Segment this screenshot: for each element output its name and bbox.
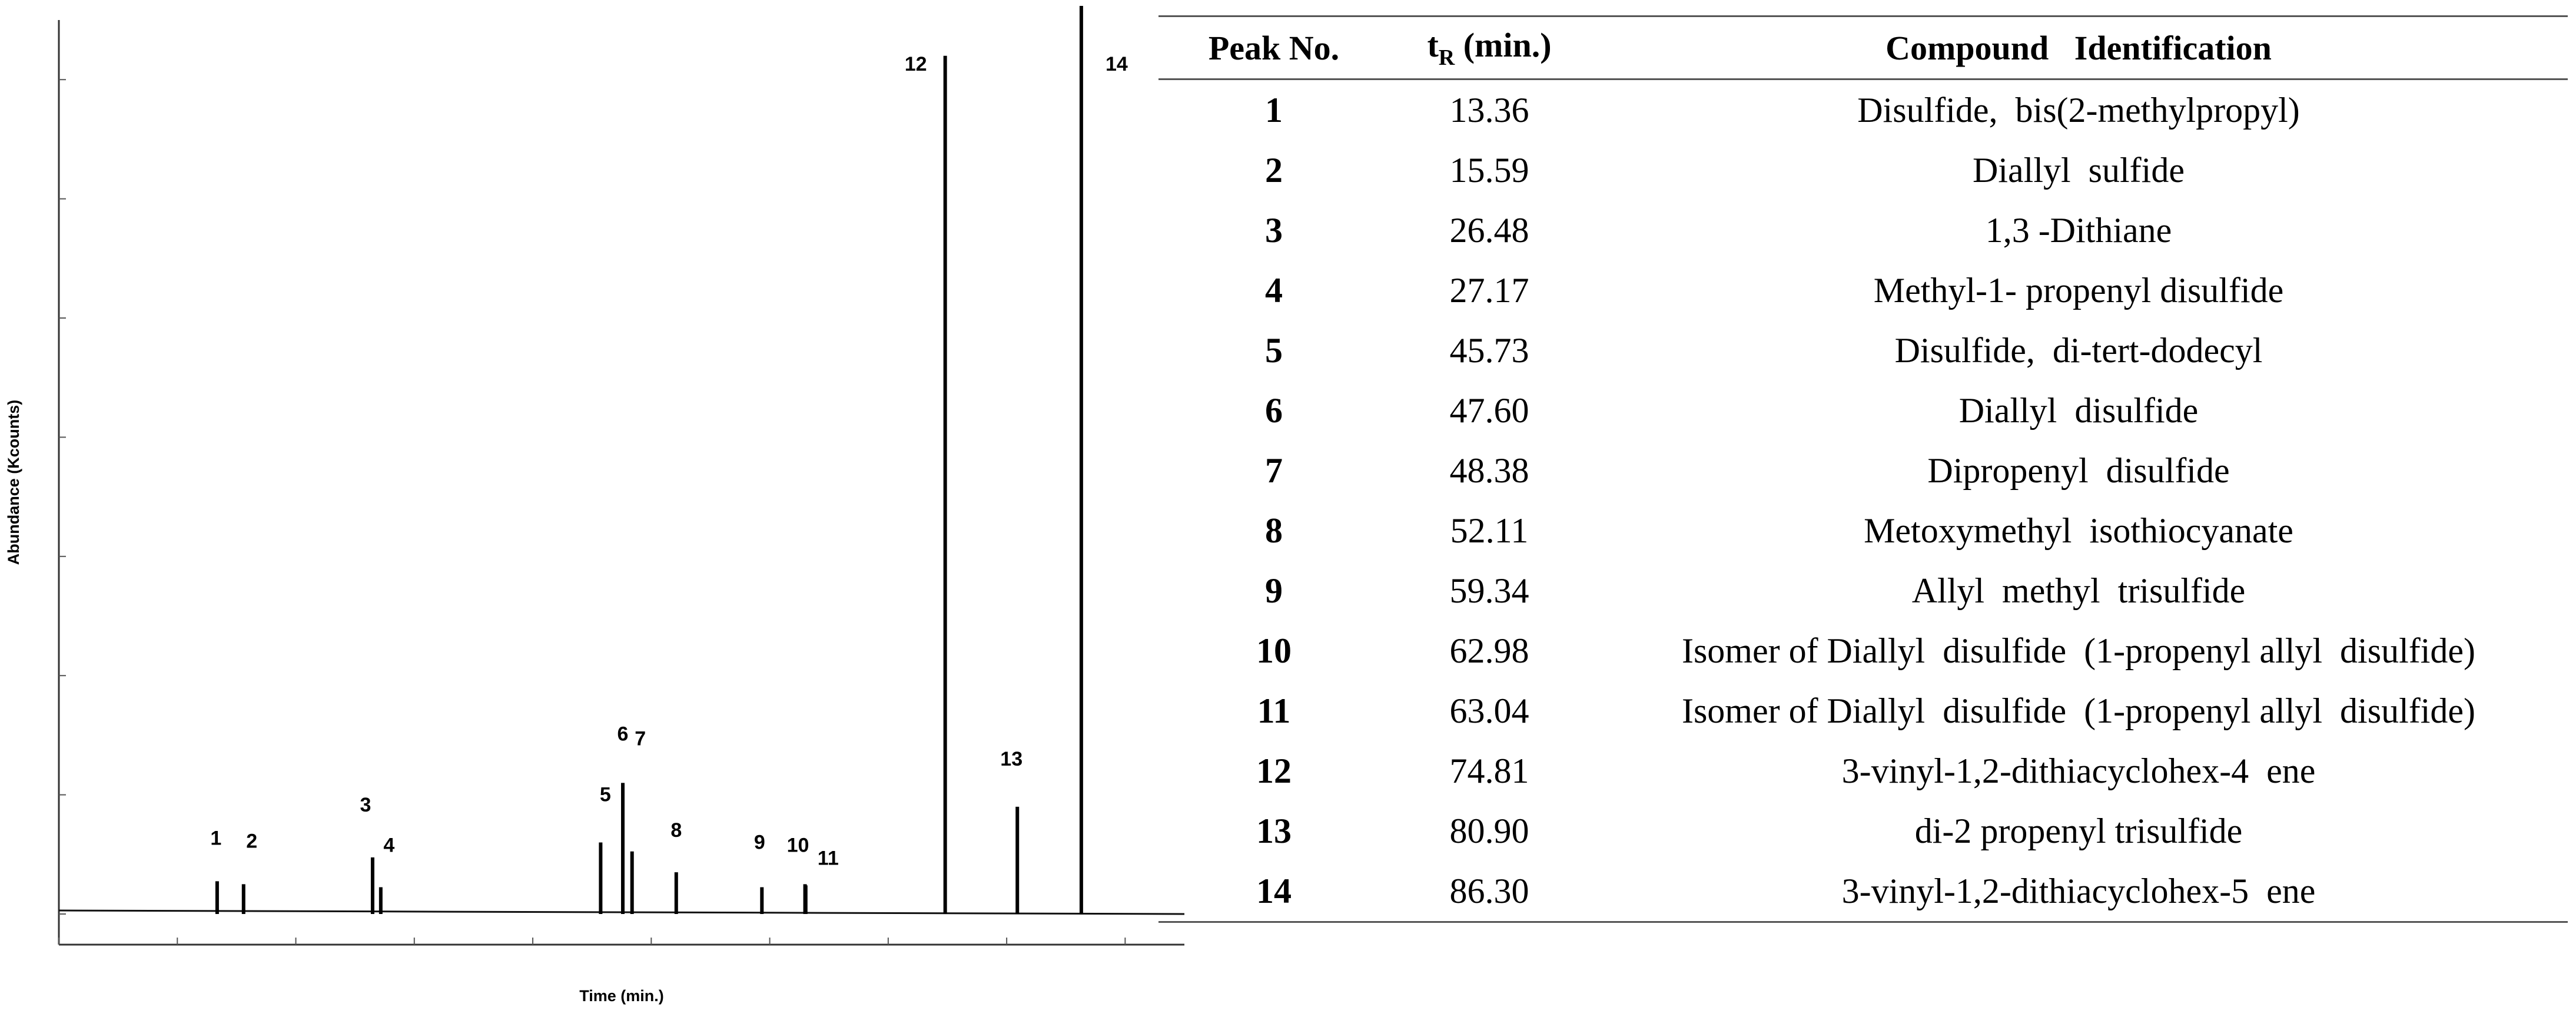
compound-name-cell: Disulfide, bis(2-methylpropyl) xyxy=(1857,90,2300,130)
compound-table-panel: Peak No. tR (min.) Compound Identificati… xyxy=(1158,15,2568,923)
table-row: 7 48.38 Dipropenyl disulfide xyxy=(1158,441,2568,501)
peak-label: 2 xyxy=(246,830,257,852)
peak-number-cell: 8 xyxy=(1265,511,1283,550)
retention-time-cell: 27.17 xyxy=(1449,270,1529,310)
table-row: 11 63.04 Isomer of Diallyl disulfide (1-pr… xyxy=(1158,681,2568,741)
header-rt-subscript: R xyxy=(1438,45,1455,70)
peak-number-cell: 14 xyxy=(1158,861,1389,923)
compound-name-cell: di-2 propenyl trisulfide xyxy=(1914,811,2243,850)
compound-name-cell: Diallyl sulfide xyxy=(1973,150,2185,190)
table-header-row: Peak No. tR (min.) Compound Identificati… xyxy=(1158,15,2568,80)
table-row: 3 26.48 1,3 -Dithiane xyxy=(1158,200,2568,260)
peak-label: 3 xyxy=(360,794,371,816)
retention-time-cell: 15.59 xyxy=(1449,150,1529,190)
peak-number-cell: 6 xyxy=(1265,390,1283,430)
table-row: 2 15.59 Diallyl sulfide xyxy=(1158,140,2568,200)
peak-number-cell: 10 xyxy=(1256,631,1292,670)
peak-label: 10 xyxy=(787,834,809,856)
table-row: 9 59.34 Allyl methyl trisulfide xyxy=(1158,561,2568,621)
retention-time-cell: 13.36 xyxy=(1449,90,1529,130)
table-row: 1 13.36 Disulfide, bis(2-methylpropyl) xyxy=(1158,80,2568,141)
compound-name-cell: Metoxymethyl isothiocyanate xyxy=(1864,511,2293,550)
table-row: 4 27.17 Methyl-1- propenyl disulfide xyxy=(1158,260,2568,320)
peak-label: 8 xyxy=(670,819,682,842)
table-row: 10 62.98 Isomer of Diallyl disulfide (1-pr… xyxy=(1158,621,2568,681)
y-axis-label: Abundance (Kcounts) xyxy=(5,400,22,565)
peak-label: 12 xyxy=(905,53,927,75)
table-row: 8 52.11 Metoxymethyl isothiocyanate xyxy=(1158,501,2568,561)
retention-time-cell: 59.34 xyxy=(1449,571,1529,610)
retention-time-cell: 63.04 xyxy=(1449,691,1529,730)
x-axis-label: Time (min.) xyxy=(579,987,664,1005)
compound-name-cell: Isomer of Diallyl disulfide (1-propenyl … xyxy=(1681,631,2476,670)
header-rt-symbol: t xyxy=(1427,25,1439,64)
peak-label: 5 xyxy=(600,784,611,806)
peak-number-cell: 4 xyxy=(1265,270,1283,310)
peak-label: 9 xyxy=(754,831,765,853)
header-compound: Compound Identification xyxy=(1589,15,2568,80)
compound-table: Peak No. tR (min.) Compound Identificati… xyxy=(1158,15,2568,923)
retention-time-cell: 86.30 xyxy=(1389,861,1589,923)
compound-name-cell: Allyl methyl trisulfide xyxy=(1911,571,2246,610)
compound-name-cell: Isomer of Diallyl disulfide (1-propenyl … xyxy=(1681,691,2476,730)
peak-label: 14 xyxy=(1106,53,1128,75)
compound-name-cell: 3-vinyl-1,2-dithiacyclohex-4 ene xyxy=(1841,751,2316,790)
retention-time-cell: 48.38 xyxy=(1449,451,1529,490)
header-retention-time: tR (min.) xyxy=(1389,15,1589,80)
peak-number-cell: 2 xyxy=(1265,150,1283,190)
peak-label: 6 xyxy=(618,723,629,745)
peak-number-cell: 9 xyxy=(1265,571,1283,610)
table-row: 13 80.90 di-2 propenyl trisulfide xyxy=(1158,801,2568,861)
compound-name-cell: Disulfide, di-tert-dodecyl xyxy=(1894,330,2263,370)
header-rt-unit: (min.) xyxy=(1455,25,1552,64)
compound-name-cell: Dipropenyl disulfide xyxy=(1927,451,2230,490)
retention-time-cell: 47.60 xyxy=(1449,390,1529,430)
compound-name-cell: 3-vinyl-1,2-dithiacyclohex-5 ene xyxy=(1589,861,2568,923)
retention-time-cell: 74.81 xyxy=(1449,751,1529,790)
table-row: 6 47.60 Diallyl disulfide xyxy=(1158,380,2568,441)
retention-time-cell: 62.98 xyxy=(1449,631,1529,670)
header-peak-no: Peak No. xyxy=(1158,15,1389,80)
peak-label: 7 xyxy=(635,728,646,750)
table-row: 5 45.73 Disulfide, di-tert-dodecyl xyxy=(1158,320,2568,380)
peak-number-cell: 13 xyxy=(1256,811,1292,850)
compound-name-cell: Diallyl disulfide xyxy=(1958,390,2199,430)
peak-number-cell: 7 xyxy=(1265,451,1283,490)
retention-time-cell: 26.48 xyxy=(1449,210,1529,250)
compound-name-cell: 1,3 -Dithiane xyxy=(1985,210,2172,250)
peak-label: 4 xyxy=(383,834,394,856)
peak-label: 1 xyxy=(210,827,221,849)
peak-number-cell: 1 xyxy=(1265,90,1283,130)
peak-label: 11 xyxy=(818,847,839,869)
peak-number-cell: 11 xyxy=(1257,691,1291,730)
peak-number-cell: 3 xyxy=(1265,210,1283,250)
retention-time-cell: 52.11 xyxy=(1450,511,1529,550)
compound-name-cell: Methyl-1- propenyl disulfide xyxy=(1873,270,2284,310)
peak-label: 13 xyxy=(1000,748,1023,770)
table-row: 12 74.81 3-vinyl-1,2-dithiacyclohex-4 ene xyxy=(1158,741,2568,801)
peak-number-cell: 12 xyxy=(1256,751,1292,790)
retention-time-cell: 80.90 xyxy=(1449,811,1529,850)
peak-number-cell: 5 xyxy=(1265,330,1283,370)
retention-time-cell: 45.73 xyxy=(1449,330,1529,370)
table-row: 14 86.30 3-vinyl-1,2-dithiacyclohex-5 ene xyxy=(1158,861,2568,923)
